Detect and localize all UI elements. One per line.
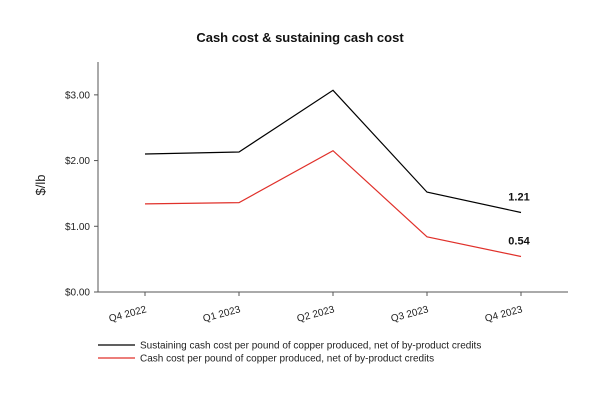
x-tick-label: Q1 2023 [202,304,242,325]
x-tick-label: Q2 2023 [296,304,336,325]
legend-label-2: Cash cost per pound of copper produced, … [140,354,434,365]
y-axis-label: $/lb [33,175,48,196]
series-line-2 [144,149,522,258]
y-tick-label: $3.00 [65,90,90,101]
data-label-2: 0.54 [508,236,530,248]
series-line-1 [144,89,522,214]
y-tick-label: $1.00 [65,222,90,233]
x-tick-label: Q4 2022 [108,304,148,325]
data-label-1: 1.21 [508,191,529,203]
x-tick-label: Q4 2023 [484,304,524,325]
legend-label-1: Sustaining cash cost per pound of copper… [140,341,481,352]
y-tick-label: $0.00 [65,288,90,299]
y-tick-label: $2.00 [65,156,90,167]
x-tick-label: Q3 2023 [390,304,430,325]
chart-title: Cash cost & sustaining cash cost [196,30,404,45]
